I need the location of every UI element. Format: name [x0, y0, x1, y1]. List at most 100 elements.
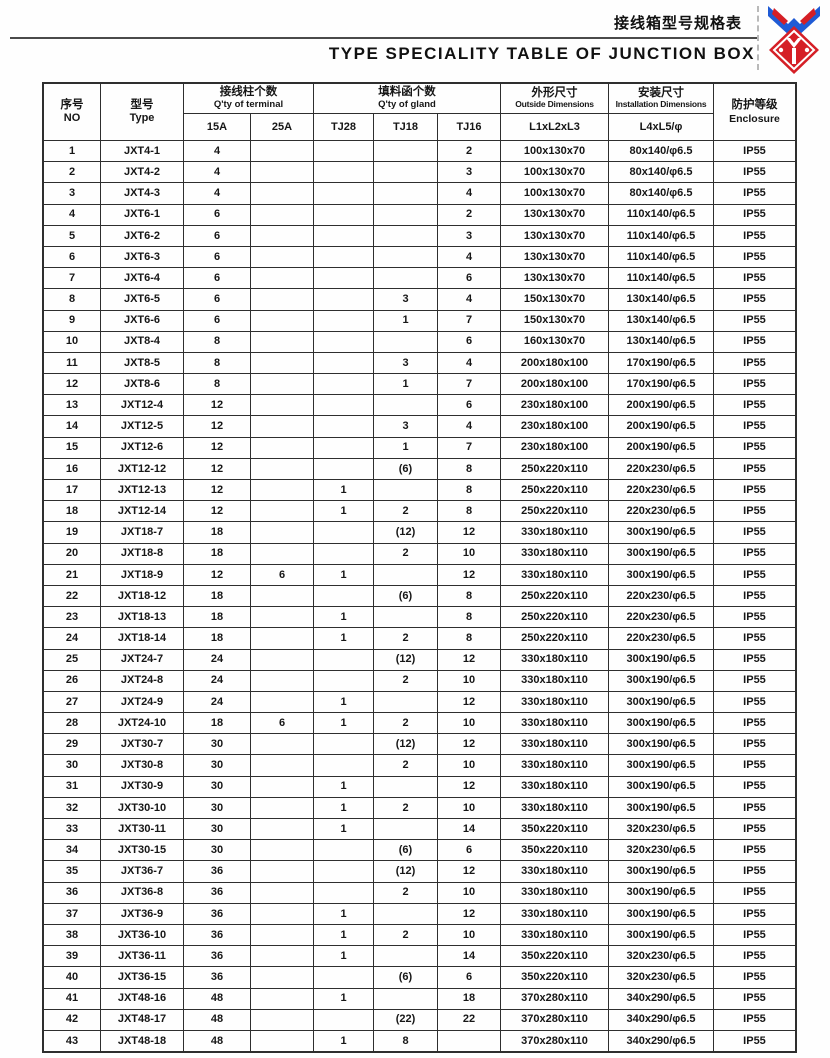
cell-gland-tj28 — [313, 224, 374, 247]
cell-terminal-25a — [250, 966, 314, 989]
cell-terminal-15a: 6 — [183, 203, 251, 226]
cell-type: JXT12-14 — [100, 500, 184, 523]
cell-no: 33 — [43, 817, 101, 841]
cell-type: JXT12-12 — [100, 457, 184, 481]
cell-enclosure: IP55 — [713, 457, 796, 481]
cell-enclosure: IP55 — [713, 584, 796, 608]
cell-enclosure: IP55 — [713, 415, 796, 438]
table-row: 32 JXT30-10 30 1 2 10 330x180x110 300x190/φ6.5 I… — [43, 796, 796, 820]
cell-installation-dimensions: 220x230/φ6.5 — [608, 584, 714, 608]
cell-no: 8 — [43, 288, 101, 311]
cell-terminal-25a — [250, 754, 314, 777]
cell-gland-tj28: 1 — [313, 945, 374, 968]
cell-enclosure: IP55 — [713, 203, 796, 226]
cell-enclosure: IP55 — [713, 606, 796, 629]
cell-installation-dimensions: 80x140/φ6.5 — [608, 139, 714, 163]
cell-no: 24 — [43, 627, 101, 650]
col-header-15a: 15A — [183, 113, 251, 141]
cell-gland-tj28 — [313, 754, 374, 777]
cell-gland-tj18: 1 — [373, 373, 438, 396]
cell-terminal-25a — [250, 457, 314, 481]
cell-gland-tj28 — [313, 161, 374, 184]
cell-no: 10 — [43, 330, 101, 353]
cell-outside-dimensions: 370x280x110 — [500, 1029, 609, 1053]
cell-outside-dimensions: 330x180x110 — [500, 733, 609, 756]
col-header-25a: 25A — [250, 113, 314, 141]
cell-outside-dimensions: 100x130x70 — [500, 161, 609, 184]
cell-enclosure: IP55 — [713, 923, 796, 947]
cell-outside-dimensions: 330x180x110 — [500, 860, 609, 883]
cell-gland-tj18 — [373, 690, 438, 714]
cell-no: 11 — [43, 351, 101, 375]
col-group-terminal: 接线柱个数 Q'ty of terminal — [183, 83, 314, 114]
cell-installation-dimensions: 300x190/φ6.5 — [608, 669, 714, 692]
cell-enclosure: IP55 — [713, 1008, 796, 1031]
cell-terminal-15a: 18 — [183, 542, 251, 565]
cell-gland-tj16: 4 — [437, 182, 501, 205]
col-header-tj16: TJ16 — [437, 113, 501, 141]
table-row: 19 JXT18-7 18 (12) 12 330x180x110 300x190/φ6.5… — [43, 521, 796, 544]
cell-type: JXT48-18 — [100, 1029, 184, 1053]
cell-type: JXT6-6 — [100, 309, 184, 332]
cell-gland-tj28 — [313, 966, 374, 989]
cell-enclosure: IP55 — [713, 902, 796, 925]
cell-terminal-15a: 24 — [183, 690, 251, 714]
cell-installation-dimensions: 340x290/φ6.5 — [608, 987, 714, 1010]
cell-type: JXT8-4 — [100, 330, 184, 353]
table-row: 43 JXT48-18 48 1 8 370x280x110 340x290/φ6.5 IP5… — [43, 1029, 796, 1053]
cell-installation-dimensions: 300x190/φ6.5 — [608, 796, 714, 820]
cell-outside-dimensions: 350x220x110 — [500, 945, 609, 968]
cell-gland-tj18 — [373, 394, 438, 417]
cell-no: 21 — [43, 563, 101, 586]
cell-terminal-25a — [250, 542, 314, 565]
cell-gland-tj16: 12 — [437, 902, 501, 925]
cell-installation-dimensions: 80x140/φ6.5 — [608, 182, 714, 205]
cell-terminal-15a: 4 — [183, 161, 251, 184]
cell-enclosure: IP55 — [713, 1029, 796, 1053]
cell-terminal-25a — [250, 288, 314, 311]
page-title-chinese: 接线箱型号规格表 — [613, 15, 742, 32]
cell-terminal-25a — [250, 923, 314, 947]
cell-outside-dimensions: 150x130x70 — [500, 288, 609, 311]
cell-type: JXT36-7 — [100, 860, 184, 883]
cell-terminal-15a: 36 — [183, 860, 251, 883]
cell-no: 19 — [43, 521, 101, 544]
cell-terminal-25a — [250, 584, 314, 608]
cell-type: JXT24-9 — [100, 690, 184, 714]
col-header-l1l2l3: L1xL2xL3 — [500, 113, 609, 141]
cell-terminal-25a — [250, 817, 314, 841]
cell-type: JXT12-5 — [100, 415, 184, 438]
col-header-enclosure: 防护等级 Enclosure — [713, 83, 796, 141]
cell-terminal-25a — [250, 606, 314, 629]
cell-gland-tj18: (12) — [373, 648, 438, 671]
cell-gland-tj18 — [373, 606, 438, 629]
cell-terminal-15a: 30 — [183, 796, 251, 820]
cell-type: JXT4-1 — [100, 139, 184, 163]
cell-gland-tj28: 1 — [313, 902, 374, 925]
table-row: 3 JXT4-3 4 4 100x130x70 80x140/φ6.5 IP55 — [43, 182, 796, 205]
cell-terminal-25a — [250, 500, 314, 523]
cell-installation-dimensions: 340x290/φ6.5 — [608, 1029, 714, 1053]
cell-terminal-15a: 36 — [183, 923, 251, 947]
cell-installation-dimensions: 110x140/φ6.5 — [608, 224, 714, 247]
cell-installation-dimensions: 200x190/φ6.5 — [608, 415, 714, 438]
cell-gland-tj18: 2 — [373, 627, 438, 650]
cell-terminal-25a — [250, 394, 314, 417]
table-row: 37 JXT36-9 36 1 12 330x180x110 300x190/φ6.5 IP5… — [43, 902, 796, 925]
cell-gland-tj28 — [313, 542, 374, 565]
cell-gland-tj28 — [313, 309, 374, 332]
cell-terminal-15a: 12 — [183, 478, 251, 502]
cell-outside-dimensions: 160x130x70 — [500, 330, 609, 353]
cell-outside-dimensions: 200x180x100 — [500, 373, 609, 396]
cell-no: 17 — [43, 478, 101, 502]
cell-gland-tj28 — [313, 457, 374, 481]
cell-terminal-25a — [250, 1029, 314, 1053]
cell-no: 39 — [43, 945, 101, 968]
cell-enclosure: IP55 — [713, 267, 796, 290]
cell-outside-dimensions: 330x180x110 — [500, 712, 609, 735]
cell-type: JXT6-1 — [100, 203, 184, 226]
cell-gland-tj18: (6) — [373, 966, 438, 989]
cell-gland-tj16: 7 — [437, 309, 501, 332]
cell-terminal-25a: 6 — [250, 563, 314, 586]
cell-outside-dimensions: 130x130x70 — [500, 203, 609, 226]
